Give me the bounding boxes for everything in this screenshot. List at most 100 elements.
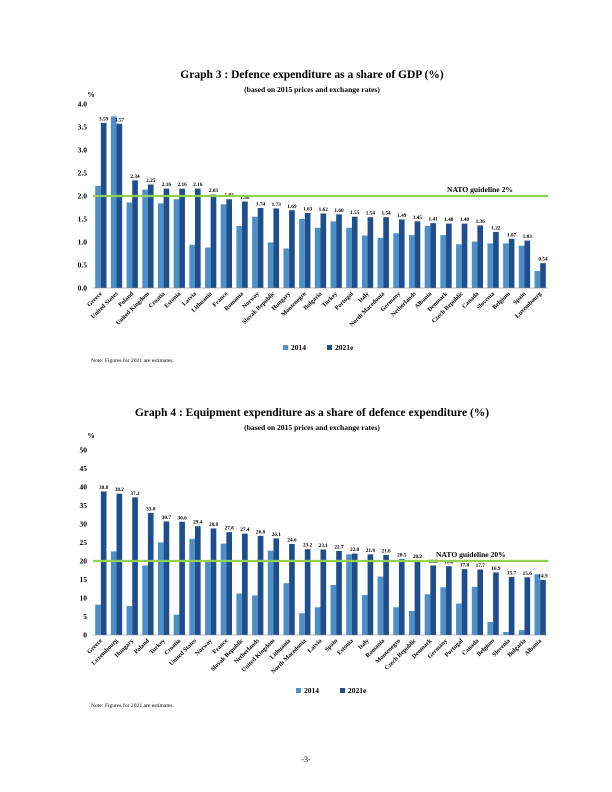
bar-2014: [126, 606, 133, 635]
chart-graph-3: Graph 3 : Defence expenditure as a share…: [78, 69, 548, 352]
chart-note: Note: Figures for 2021 are estimates.: [91, 703, 174, 709]
data-label: 21.8: [366, 548, 376, 554]
bar-2021e: [493, 572, 499, 635]
bar-2021e: [273, 208, 280, 288]
data-label: 2.34: [130, 174, 140, 180]
bar-2014: [299, 219, 305, 288]
data-label: 2.03: [209, 188, 219, 194]
bar-2014: [408, 610, 415, 635]
bar-2014: [518, 630, 525, 635]
bar-2021e: [508, 238, 515, 288]
y-tick-label: 3.0: [78, 146, 88, 155]
y-tick-label: 1.5: [78, 215, 88, 224]
data-label: 26.8: [256, 529, 266, 535]
data-label: 21.6: [381, 549, 391, 555]
data-label: 38.2: [115, 487, 125, 493]
bar-2014: [236, 225, 243, 288]
bar-2021e: [430, 565, 436, 635]
bar-2021e: [257, 535, 264, 635]
category-label: Poland: [133, 637, 151, 655]
bar-2014: [361, 595, 368, 635]
bar-2021e: [477, 225, 484, 288]
bar-2014: [283, 583, 290, 635]
bar-2014: [440, 587, 447, 635]
bar-2021e: [273, 538, 280, 635]
y-tick-label: 4.0: [78, 100, 88, 109]
data-label: 1.63: [303, 207, 313, 213]
bar-2014: [283, 248, 290, 288]
category-label: Norway: [194, 637, 214, 657]
data-label: 26.1: [272, 532, 282, 538]
chart-subtitle: (based on 2015 prices and exchange rates…: [244, 85, 380, 94]
data-label: 1.54: [381, 211, 391, 217]
bar-2021e: [461, 569, 468, 635]
bar-2014: [299, 613, 305, 635]
y-axis-unit: %: [87, 431, 95, 440]
y-tick-label: 25: [80, 538, 88, 547]
bar-2021e: [226, 532, 233, 635]
bar-2014: [252, 216, 258, 288]
bar-2014: [330, 221, 337, 288]
bar-2014: [220, 204, 227, 288]
bar-2021e: [132, 497, 138, 635]
bar-2014: [142, 189, 148, 288]
bar-2014: [205, 561, 211, 635]
bar-2021e: [289, 543, 295, 635]
bar-2021e: [336, 214, 342, 288]
bar-2021e: [320, 213, 327, 288]
bar-2021e: [320, 549, 327, 635]
bar-2021e: [493, 231, 499, 288]
legend-swatch-2021e: [327, 345, 332, 350]
data-label: 1.49: [397, 213, 407, 219]
data-label: 22.0: [350, 547, 360, 553]
bar-2014: [314, 607, 321, 635]
bar-2021e: [257, 207, 264, 288]
bar-2014: [456, 603, 462, 635]
bar-2014: [330, 585, 337, 635]
category-label: Estonia: [336, 637, 355, 656]
data-label: 1.41: [429, 217, 439, 223]
data-label: 1.36: [476, 219, 486, 225]
data-label: 24.6: [287, 537, 297, 543]
bar-2021e: [367, 554, 374, 635]
data-label: 1.62: [319, 207, 329, 213]
category-label: Albania: [523, 637, 543, 657]
data-label: 30.7: [162, 515, 172, 521]
data-label: 3.57: [115, 117, 125, 123]
guideline-label: NATO guideline 20%: [436, 550, 506, 559]
bar-2021e: [194, 526, 201, 635]
bar-2021e: [524, 577, 531, 635]
bar-2014: [110, 551, 117, 635]
data-label: 30.6: [177, 515, 187, 521]
data-label: 28.8: [209, 522, 219, 528]
category-label: Croatia: [147, 290, 166, 309]
bar-2021e: [398, 559, 405, 635]
bar-2021e: [540, 579, 546, 635]
y-tick-label: 0: [83, 631, 87, 640]
bar-2014: [408, 235, 415, 288]
bar-2021e: [147, 184, 154, 288]
bar-2014: [440, 235, 447, 288]
bar-2021e: [446, 223, 452, 288]
bar-2021e: [304, 549, 311, 635]
bar-2014: [173, 614, 180, 635]
data-label: 14.9: [538, 573, 548, 579]
bar-2021e: [179, 188, 185, 288]
legend-label: 2021e: [335, 343, 354, 352]
bar-2014: [471, 241, 478, 288]
data-label: 1.74: [256, 201, 266, 207]
data-label: 1.40: [444, 217, 454, 223]
bar-2014: [456, 244, 462, 288]
data-label: 3.59: [99, 116, 109, 122]
bar-2021e: [383, 217, 389, 288]
data-label: 20.2: [413, 554, 423, 560]
bar-2014: [393, 607, 399, 635]
data-label: 0.54: [538, 257, 548, 263]
bar-2014: [142, 565, 148, 635]
bar-2014: [267, 242, 274, 288]
bar-2014: [503, 243, 509, 288]
bar-2021e: [100, 491, 107, 635]
y-tick-label: 35: [80, 501, 88, 510]
chart-graph-4: Graph 4 : Equipment expenditure as a sha…: [80, 407, 548, 695]
y-tick-label: 0.5: [78, 261, 88, 270]
